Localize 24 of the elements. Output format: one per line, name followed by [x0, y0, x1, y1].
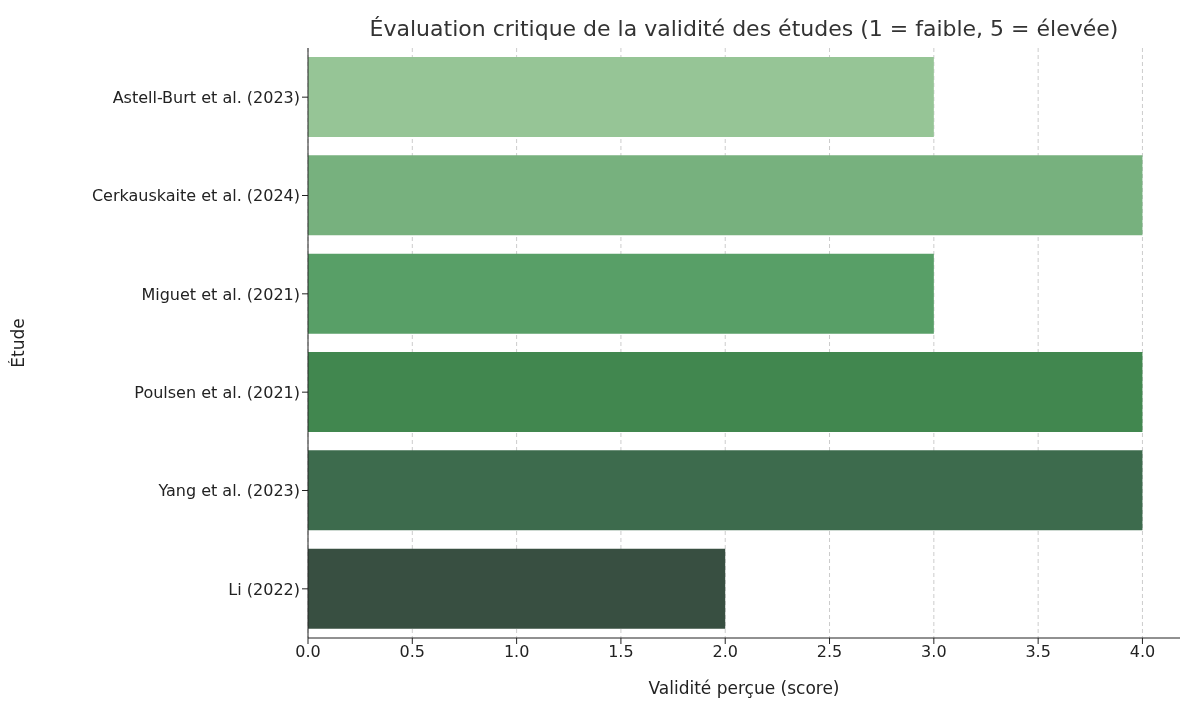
x-tick-label: 0.0: [295, 642, 321, 662]
x-tick-label: 1.5: [608, 642, 634, 662]
x-tick-label: 0.5: [399, 642, 426, 662]
y-tick-label: Astell-Burt et al. (2023): [112, 87, 300, 107]
x-tick-label: 2.5: [816, 642, 843, 662]
y-tick-label: Miguet et al. (2021): [141, 284, 300, 304]
bar: [308, 352, 1143, 432]
y-tick-label: Poulsen et al. (2021): [134, 382, 300, 402]
bar: [308, 155, 1143, 236]
bar: [308, 57, 934, 137]
x-tick-label: 1.0: [503, 642, 530, 662]
bar: [308, 253, 934, 334]
x-tick-label: 3.5: [1025, 642, 1051, 662]
y-tick-label: Li (2022): [228, 579, 300, 599]
y-axis-title: Étude: [7, 318, 29, 368]
y-tick-label: Yang et al. (2023): [157, 481, 300, 501]
x-tick-label: 2.0: [712, 642, 738, 662]
bar: [308, 548, 726, 629]
x-tick-label: 3.0: [921, 642, 947, 662]
y-tick-label: Cerkauskaite et al. (2024): [91, 186, 300, 206]
x-axis-title: Validité perçue (score): [648, 678, 840, 698]
x-tick-label: 4.0: [1129, 642, 1156, 662]
bar: [308, 450, 1143, 531]
chart-title: Évaluation critique de la validité des études (1 = faible, 5 = élevée): [368, 16, 1120, 41]
